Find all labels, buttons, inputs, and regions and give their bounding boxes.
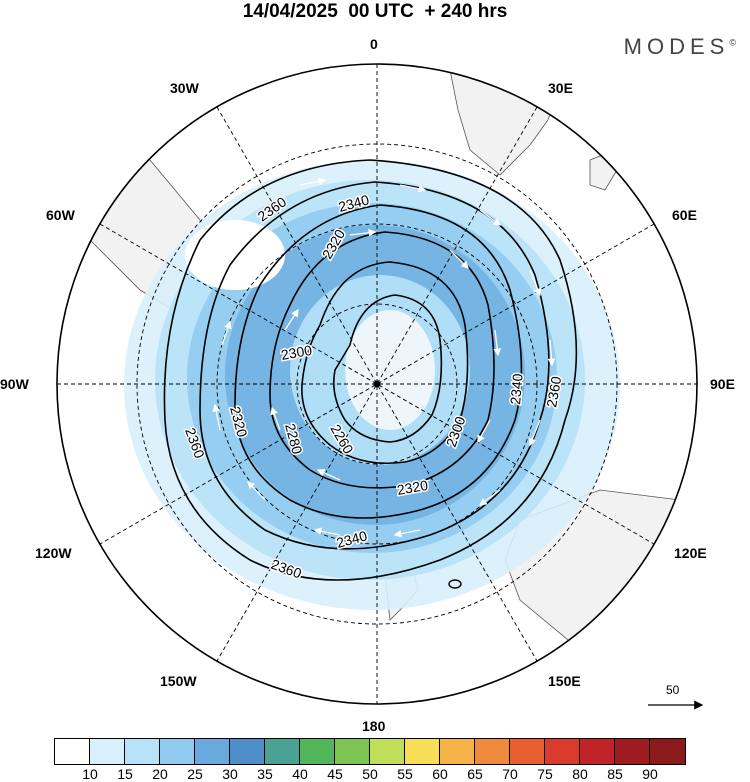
colorbar-swatch xyxy=(90,739,125,764)
lon-label-30w: 30W xyxy=(170,80,199,96)
wind-vector xyxy=(299,177,327,186)
wind-vector xyxy=(399,184,427,193)
wind-vector xyxy=(247,481,266,501)
shade-gap xyxy=(185,220,285,290)
contour-2360 xyxy=(163,159,578,581)
lon-label-120w: 120W xyxy=(35,545,72,561)
colorbar-tick-label: 40 xyxy=(292,766,308,782)
wind-vector xyxy=(349,228,377,237)
contour-2260 xyxy=(332,294,443,443)
contour-2280 xyxy=(301,261,469,465)
colorbar-tick-label: 35 xyxy=(257,766,273,782)
colorbar-swatch xyxy=(335,739,370,764)
lon-label-60e: 60E xyxy=(672,207,697,223)
colorbar-swatch xyxy=(475,739,510,764)
meridian-30w-150e xyxy=(216,106,538,662)
colorbar-labels: 10 15 20 25 30 35 40 45 50 55 60 65 70 75 80 85 90 xyxy=(0,766,750,782)
meridian-60e-120w xyxy=(99,223,655,545)
meridian-60w-120e xyxy=(99,223,655,545)
wind-vector xyxy=(270,406,281,431)
brand-name: MODES xyxy=(623,34,730,59)
lon-label-150w: 150W xyxy=(160,673,197,689)
lon-label-180: 180 xyxy=(362,718,386,734)
colorbar-tick-label: 65 xyxy=(467,766,483,782)
lon-label-30e: 30E xyxy=(548,80,573,96)
colorbar-swatch xyxy=(650,739,685,764)
map-boundary xyxy=(56,63,698,705)
wind-vector xyxy=(313,527,341,536)
wind-vector xyxy=(221,320,232,346)
lon-label-150e: 150E xyxy=(548,673,581,689)
contour-label-2340-s: 2340 xyxy=(335,527,369,551)
wind-vector xyxy=(479,209,502,226)
wind-vector xyxy=(528,419,541,447)
wind-vector xyxy=(254,251,273,271)
colorbar-swatch xyxy=(370,739,405,764)
lon-label-0: 0 xyxy=(370,36,378,52)
colorbar-swatch xyxy=(545,739,580,764)
colorbar-tick-label: 80 xyxy=(572,766,588,782)
colorbar-tick-label: 15 xyxy=(117,766,133,782)
colorbar-swatch xyxy=(160,739,195,764)
colorbar-tick-label: 45 xyxy=(327,766,343,782)
colorbar-tick-label: 20 xyxy=(152,766,168,782)
brand-mark: © xyxy=(729,37,736,48)
brand-logo: MODES© xyxy=(624,34,736,60)
lon-label-90w: 90W xyxy=(0,376,29,392)
wind-vector xyxy=(493,329,502,357)
colorbar-tick-label: 30 xyxy=(222,766,238,782)
colorbar-tick-label: 75 xyxy=(537,766,553,782)
wind-vector xyxy=(529,269,542,297)
colorbar-swatch xyxy=(195,739,230,764)
colorbar-tick-label: 55 xyxy=(397,766,413,782)
wind-vector xyxy=(478,489,501,506)
colorbar-swatch xyxy=(580,739,615,764)
wind-vectors xyxy=(212,177,556,538)
wind-vector xyxy=(403,479,431,490)
colorbar-tick-label: 85 xyxy=(607,766,623,782)
contour-2320 xyxy=(234,204,523,519)
lon-label-120e: 120E xyxy=(674,545,707,561)
colorbar-swatch xyxy=(265,739,300,764)
wind-vector xyxy=(547,339,556,367)
colorbar-tick-label: 10 xyxy=(82,766,98,782)
wind-vector xyxy=(212,403,221,431)
contour-label-2360-e: 2360 xyxy=(543,375,564,409)
wind-speed-shading xyxy=(124,160,620,610)
reference-vector-label: 50 xyxy=(666,683,680,697)
colorbar-tick-label: 70 xyxy=(502,766,518,782)
map-title: 14/04/2025 00 UTC + 240 hrs xyxy=(242,1,508,22)
lon-label-60w: 60W xyxy=(46,207,75,223)
colorbar-swatch xyxy=(230,739,265,764)
colorbar-swatch xyxy=(300,739,335,764)
colorbar-swatch xyxy=(55,739,90,764)
colorbar-swatch xyxy=(615,739,650,764)
contour-2340 xyxy=(199,181,550,550)
contour-label-2340-e: 2340 xyxy=(507,373,526,406)
wind-vector xyxy=(316,469,341,481)
wind-vector xyxy=(393,529,421,538)
height-contours xyxy=(163,159,578,581)
small-closed-contour xyxy=(448,579,462,589)
colorbar-swatch xyxy=(440,739,475,764)
south-pole-marker xyxy=(373,380,381,388)
shade-core xyxy=(345,310,435,430)
colorbar-swatch xyxy=(125,739,160,764)
colorbar-swatch xyxy=(405,739,440,764)
colorbar-tick-label: 90 xyxy=(642,766,658,782)
colorbar-tick-label: 60 xyxy=(432,766,448,782)
colorbar-tick-label: 25 xyxy=(187,766,203,782)
colorbar xyxy=(54,738,686,765)
wind-vector xyxy=(477,419,491,444)
colorbar-tick-label: 50 xyxy=(362,766,378,782)
colorbar-swatch xyxy=(510,739,545,764)
lon-label-90e: 90E xyxy=(710,376,735,392)
wind-vector xyxy=(284,308,299,331)
wind-vector xyxy=(449,249,469,269)
